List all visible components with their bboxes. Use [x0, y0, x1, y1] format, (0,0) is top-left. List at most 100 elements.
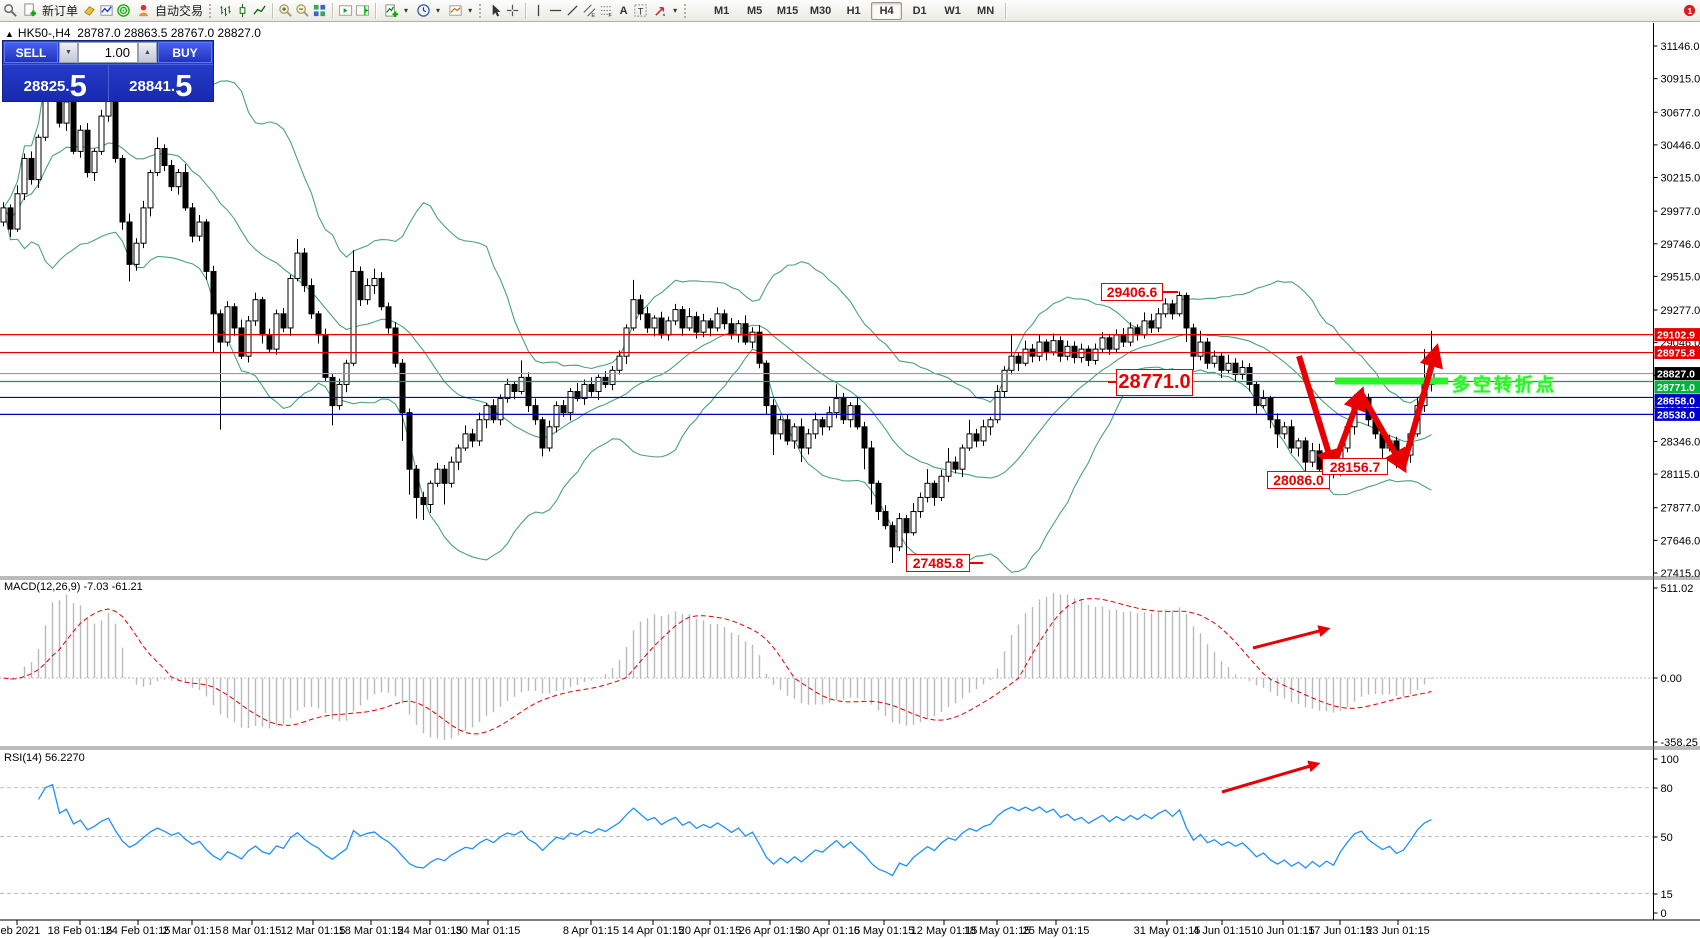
fibonacci-tool-icon[interactable]: F: [598, 2, 615, 19]
indicators-caret: ▾: [404, 6, 409, 15]
price-tag-label: 28538.0: [1657, 409, 1695, 421]
toolbar-grip[interactable]: [479, 3, 484, 18]
templates-caret: ▾: [468, 6, 473, 15]
periods-button[interactable]: ▾: [412, 1, 444, 20]
zoom-in-icon[interactable]: [277, 2, 294, 19]
ohlc-low: 28767.0: [170, 26, 215, 40]
line-chart-icon[interactable]: [251, 2, 268, 19]
new-order-button[interactable]: 新订单: [19, 1, 81, 20]
chart-shift-icon[interactable]: [354, 2, 371, 19]
volume-increase-button[interactable]: ▲: [138, 42, 157, 63]
collapse-panel-icon[interactable]: ▲: [5, 29, 14, 39]
buy-button[interactable]: BUY: [158, 42, 212, 63]
time-tick-label: 24 Mar 01:15: [398, 925, 463, 937]
notification-badge-icon[interactable]: 1: [1681, 2, 1698, 19]
arrow-stamp-icon: [652, 2, 669, 19]
price-tag-label: 28658.0: [1657, 396, 1695, 408]
price-tick-label: 27646.0: [1661, 535, 1700, 547]
horizontal-line-tool-icon[interactable]: [547, 2, 564, 19]
toolbar-grip[interactable]: [209, 3, 214, 18]
arrows-tool-button[interactable]: ▾: [649, 1, 681, 20]
sell-button[interactable]: SELL: [4, 42, 58, 63]
price-tag: [1654, 394, 1700, 408]
timeframe-W1[interactable]: W1: [944, 4, 961, 17]
time-tick-label: 31 May 01:15: [1134, 925, 1201, 937]
zoom-out-icon[interactable]: [294, 2, 311, 19]
price-annotation-29406.6[interactable]: 29406.6: [1101, 283, 1163, 301]
autotrade-button[interactable]: 自动交易: [132, 1, 206, 20]
buy-price[interactable]: 28841. 5: [107, 65, 214, 101]
data-window-icon[interactable]: [115, 2, 132, 19]
sell-price[interactable]: 28825. 5: [23, 67, 87, 103]
channel-tool-icon[interactable]: E: [581, 2, 598, 19]
price-tick-label: 27415.0: [1661, 568, 1700, 580]
cursor-icon[interactable]: [487, 2, 504, 19]
price-tick-label: 30677.0: [1661, 107, 1700, 119]
timeframe-M5[interactable]: M5: [746, 4, 763, 17]
timeframe-H1[interactable]: H1: [846, 4, 861, 17]
timeframe-D1[interactable]: D1: [912, 4, 927, 17]
price-tag-label: 29102.9: [1657, 330, 1695, 342]
horizontal-level-lines[interactable]: [0, 333, 1653, 415]
trend-zigzag-arrows[interactable]: [1296, 343, 1443, 474]
time-tick-label: 12 Mar 01:15: [281, 925, 346, 937]
price-annotation-28156.7[interactable]: 28156.7: [1322, 458, 1388, 475]
toolbar-separator: [1005, 2, 1007, 19]
search-icon[interactable]: [2, 2, 19, 19]
vertical-line-tool-icon[interactable]: [530, 2, 547, 19]
price-tag-label: 28771.0: [1657, 382, 1695, 394]
print-preview-icon[interactable]: [98, 2, 115, 19]
new-order-icon: [22, 2, 39, 19]
time-tick-label: 8 Mar 01:15: [223, 925, 282, 937]
timeframe-M1[interactable]: M1: [713, 4, 730, 17]
candlestick-chart-icon[interactable]: [234, 2, 251, 19]
price-annotation-27485.8[interactable]: 27485.8: [906, 554, 970, 572]
price-tag: [1654, 367, 1700, 381]
bar-chart-icon[interactable]: [217, 2, 234, 19]
indicators-button[interactable]: ▾: [380, 1, 412, 20]
timeframe-M30[interactable]: M30: [809, 4, 832, 17]
indicators-icon: [383, 2, 400, 19]
trendline-tool-icon[interactable]: [564, 2, 581, 19]
price-tick-label: 29746.0: [1661, 239, 1700, 251]
templates-button[interactable]: ▾: [444, 1, 476, 20]
price-annotation-28086.0[interactable]: 28086.0: [1267, 471, 1330, 489]
periods-caret: ▾: [436, 6, 441, 15]
auto-scroll-icon[interactable]: [337, 2, 354, 19]
one-click-trading-panel: SELL ▼ 1.00 ▲ BUY 28825. 5 28841. 5: [2, 40, 214, 102]
time-tick-label: 18 Mar 01:15: [339, 925, 404, 937]
toolbar-separator: [332, 2, 334, 19]
timeframe-M15[interactable]: M15: [776, 4, 799, 17]
volume-decrease-button[interactable]: ▼: [59, 42, 78, 63]
text-label-tool-icon[interactable]: T: [632, 2, 649, 19]
timeframe-MN[interactable]: MN: [977, 4, 995, 17]
svg-text:F: F: [608, 13, 612, 18]
crosshair-icon[interactable]: [504, 2, 521, 19]
toolbar-separator: [525, 2, 527, 19]
rsi-line: [37, 783, 1432, 877]
macd-trend-arrow[interactable]: [1252, 625, 1331, 650]
price-tick-label: 29277.0: [1661, 305, 1700, 317]
price-tick-label: 30915.0: [1661, 74, 1700, 86]
tile-windows-icon[interactable]: [311, 2, 328, 19]
price-tick-label: 29977.0: [1661, 206, 1700, 218]
turning-point-annotation[interactable]: 多空转折点: [1452, 375, 1557, 395]
toolbar-grip[interactable]: [684, 3, 689, 18]
ohlc-high: 28863.5: [124, 26, 168, 40]
timeframe-H4[interactable]: H4: [871, 1, 903, 20]
bollinger-bands: [2, 39, 1432, 573]
time-tick-label: 26 Apr 01:15: [739, 925, 801, 937]
ohlc-open: 28787.0: [77, 26, 121, 40]
time-tick-label: 4 Jun 01:15: [1193, 925, 1251, 937]
rsi-trend-arrow[interactable]: [1221, 760, 1321, 794]
price-annotation-28771.0[interactable]: 28771.0: [1116, 369, 1193, 396]
text-tool-icon[interactable]: A: [619, 4, 628, 17]
time-tick-label: 17 Jun 01:15: [1308, 925, 1372, 937]
clock-icon: [415, 2, 432, 19]
eraser-icon[interactable]: [81, 2, 98, 19]
time-tick-label: 20 Apr 01:15: [679, 925, 741, 937]
price-tag: [1654, 346, 1700, 360]
volume-input[interactable]: 1.00: [78, 42, 138, 63]
